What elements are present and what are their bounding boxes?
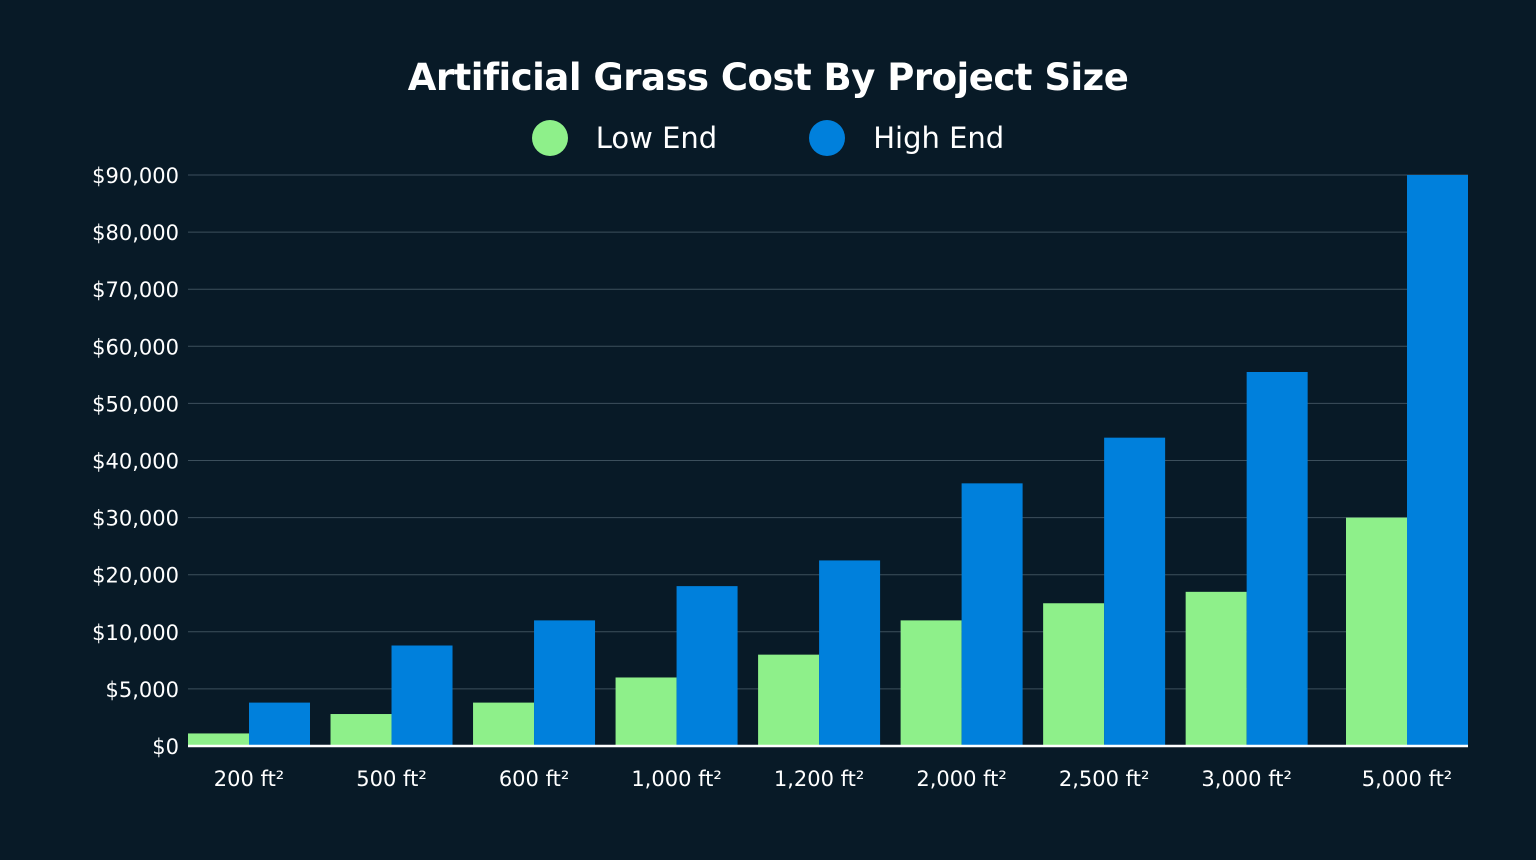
y-tick-label: $80,000 bbox=[92, 221, 179, 245]
y-tick-label: $40,000 bbox=[92, 450, 179, 474]
bar-high-end bbox=[1407, 175, 1468, 746]
y-tick-label: $50,000 bbox=[92, 392, 179, 416]
bar-high-end bbox=[961, 483, 1023, 746]
bar-low-end bbox=[1346, 517, 1407, 746]
x-tick-label: 2,500 ft² bbox=[1059, 767, 1149, 791]
bar-high-end bbox=[819, 560, 881, 746]
bar-low-end bbox=[615, 677, 677, 746]
bar-low-end bbox=[1185, 591, 1247, 746]
legend-label: High End bbox=[873, 121, 1005, 155]
y-tick-label: $30,000 bbox=[92, 507, 179, 531]
x-tick-label: 1,200 ft² bbox=[774, 767, 864, 791]
bar-low-end bbox=[900, 620, 962, 746]
bar-high-end bbox=[249, 702, 310, 746]
x-tick-label: 3,000 ft² bbox=[1201, 767, 1291, 791]
y-tick-label: $10,000 bbox=[92, 621, 179, 645]
bar-low-end bbox=[188, 733, 249, 746]
x-tick-label: 500 ft² bbox=[356, 767, 426, 791]
x-tick-label: 5,000 ft² bbox=[1362, 767, 1452, 791]
x-tick-label: 2,000 ft² bbox=[916, 767, 1006, 791]
y-tick-label: $0 bbox=[152, 735, 179, 759]
y-tick-label: $5,000 bbox=[106, 678, 179, 702]
x-tick-label: 1,000 ft² bbox=[631, 767, 721, 791]
legend-swatch-high-end bbox=[809, 120, 846, 156]
x-tick-label: 200 ft² bbox=[214, 767, 284, 791]
y-tick-label: $90,000 bbox=[92, 164, 179, 188]
bar-high-end bbox=[534, 620, 596, 746]
legend-item-high-end: High End bbox=[809, 120, 1004, 156]
legend: Low End High End bbox=[0, 120, 1536, 156]
y-tick-label: $70,000 bbox=[92, 278, 179, 302]
x-tick-label: 600 ft² bbox=[499, 767, 569, 791]
bar-high-end bbox=[1104, 437, 1166, 746]
bar-low-end bbox=[758, 654, 820, 746]
legend-label: Low End bbox=[595, 121, 718, 155]
bar-high-end bbox=[1246, 371, 1308, 746]
bar-low-end bbox=[473, 702, 535, 746]
bar-high-end bbox=[676, 586, 738, 746]
legend-item-low-end: Low End bbox=[531, 120, 718, 156]
y-tick-label: $60,000 bbox=[92, 335, 179, 359]
chart-title: Artificial Grass Cost By Project Size bbox=[407, 56, 1129, 99]
legend-swatch-low-end bbox=[531, 120, 568, 156]
bar-low-end bbox=[330, 714, 392, 746]
bar-low-end bbox=[1043, 603, 1105, 746]
y-tick-label: $20,000 bbox=[92, 564, 179, 588]
bar-high-end bbox=[391, 645, 453, 746]
